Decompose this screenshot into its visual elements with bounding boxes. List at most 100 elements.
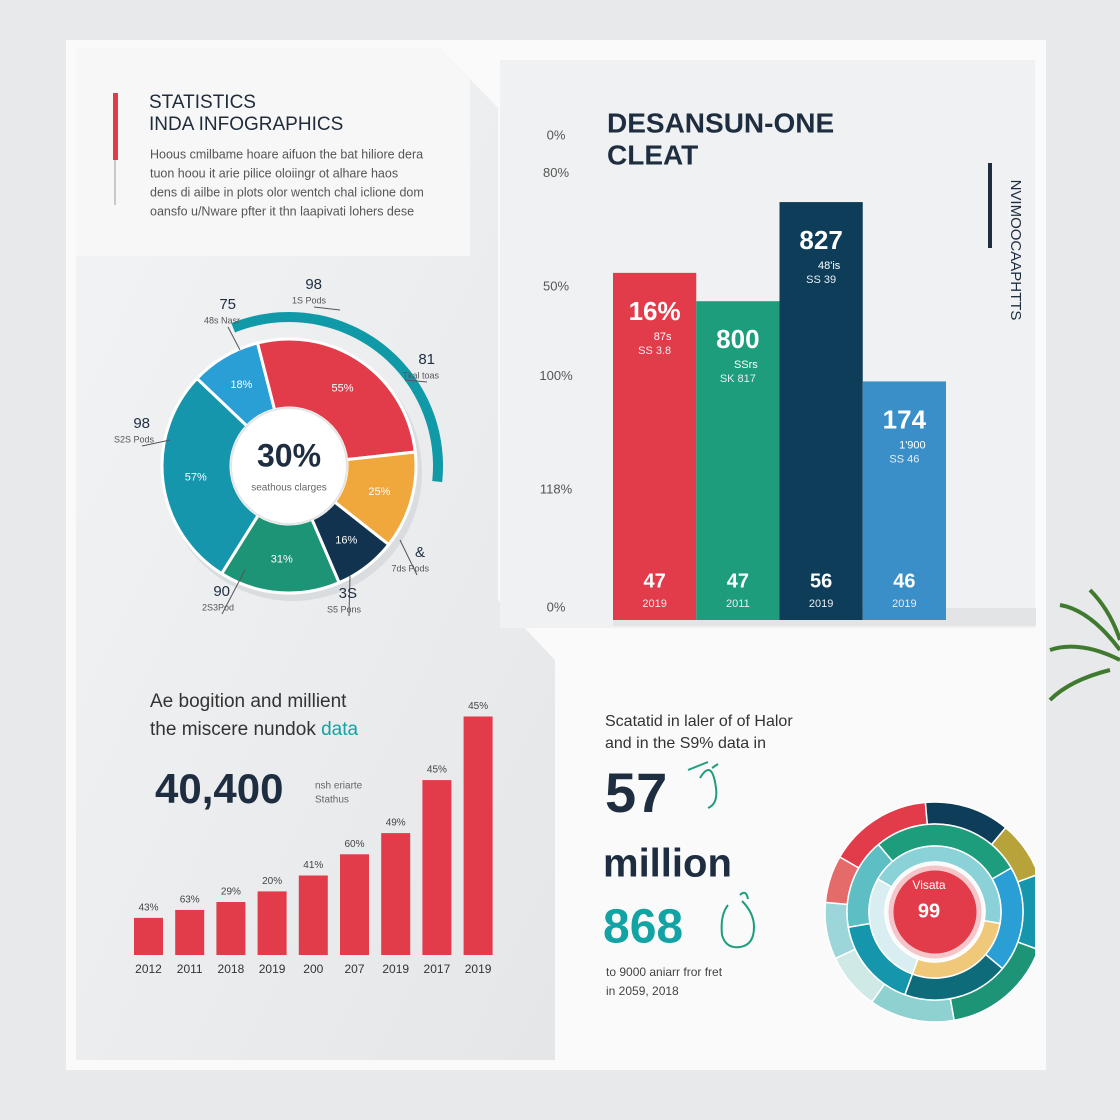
header-body: tuon hoou it arie pilice oloiingr ot alh… (150, 166, 398, 180)
callout-value: 98 (305, 276, 322, 293)
bar (696, 301, 780, 620)
y-tick-label: 100% (539, 368, 573, 383)
stat-number-2: 868 (603, 901, 683, 954)
text-line: the miscere nundok data (150, 719, 359, 740)
bar-top-label: 800 (716, 324, 759, 354)
sunburst: Visata 99 (824, 801, 1035, 1023)
bar-sub-label: 48'is (818, 260, 841, 272)
header-title: STATISTICS (149, 92, 256, 113)
header-panel (76, 48, 470, 256)
bar (862, 381, 946, 620)
bar (422, 780, 452, 955)
callout-value: 75 (219, 296, 236, 313)
bar-top-label: 174 (883, 404, 927, 434)
x-tick-label: 2011 (726, 598, 750, 610)
callout-line (227, 326, 241, 351)
bar-sub-label: 87s (654, 331, 672, 343)
bar-sub-label: SS 46 (889, 453, 919, 465)
callout-label: 2S3Pod (202, 602, 234, 612)
y-tick-label: 50% (543, 278, 569, 293)
callout-label: 1S Pods (292, 295, 327, 305)
chart-title: DESANSUN-ONE (607, 107, 834, 138)
callout-label: Tkal toas (402, 370, 439, 380)
stat-line: and in the S9% data in (605, 735, 766, 752)
bar-bottom-label: 46 (893, 570, 915, 592)
stat-unit: million (603, 842, 732, 886)
center-label: seathous clarges (251, 483, 327, 494)
x-tick-label: 2018 (218, 962, 245, 976)
ring-center (888, 865, 982, 959)
plant (1048, 588, 1120, 702)
bar-label: 43% (138, 903, 158, 914)
slice-label: 55% (331, 383, 353, 395)
text-part: the miscere nundok (150, 719, 316, 740)
callout-line (404, 379, 428, 383)
bar-top-label: 827 (799, 225, 842, 255)
slice-label: 16% (335, 534, 357, 546)
bar-label: 63% (180, 895, 200, 906)
ring-segment (868, 877, 919, 975)
bar-label: 20% (262, 876, 282, 887)
bar-sub-label: 1'900 (899, 439, 926, 451)
x-tick-label: 2011 (177, 962, 203, 976)
icon (687, 761, 719, 809)
stat-line: Scatatid in laler of of Halor (605, 713, 793, 730)
bar (134, 917, 163, 955)
x-tick-label: 207 (344, 962, 364, 976)
bar-label: 45% (468, 701, 488, 712)
callout-label: S2S Pods (114, 434, 155, 444)
y-tick-label: 0% (547, 127, 566, 142)
bar (779, 202, 863, 620)
side-label: NVIMOOCAAPHTTS (1007, 180, 1024, 321)
center-value: 30% (257, 437, 321, 473)
bar-top-label: 16% (629, 296, 681, 326)
bar (613, 272, 697, 620)
bar-label: 60% (344, 839, 364, 850)
callout-value: 81 (418, 351, 435, 368)
header-body: Hoous cmilbame hoare aifuon the bat hili… (150, 147, 423, 161)
x-tick-label: 200 (303, 962, 323, 976)
callout-label: 7ds Pods (391, 563, 429, 573)
ring-value: 99 (918, 900, 940, 922)
pie-center (230, 407, 348, 525)
stat-number: 57 (605, 761, 667, 824)
accent-bar (113, 93, 118, 160)
highlight: data (321, 719, 358, 740)
text-line: Ae bogition and millient (150, 691, 347, 712)
callout-line (313, 306, 341, 311)
header-body: dens di ailbe in plots olor wentch chal … (150, 185, 424, 199)
bar-bottom-label: 47 (644, 570, 666, 592)
x-tick-label: 2012 (135, 962, 162, 976)
bar-label: 45% (427, 765, 447, 776)
bar-sub-label: SSrs (734, 359, 758, 371)
callout-label: 48s Nasr (204, 315, 240, 325)
small-text: nsh eriarte (315, 781, 363, 792)
bar-sub-label: SS 39 (806, 274, 836, 286)
small-text: Stathus (315, 795, 349, 806)
big-number: 40,400 (155, 765, 283, 812)
callout-line (399, 539, 418, 576)
stat-footer: to 9000 aniarr fror fret (606, 965, 723, 979)
x-tick-label: 2017 (424, 962, 451, 976)
callout-line (141, 439, 171, 447)
y-tick-label: 118% (540, 481, 573, 496)
bar-label: 49% (386, 818, 406, 829)
slice-label: 18% (230, 379, 252, 391)
bar-bottom-label: 56 (810, 570, 832, 592)
outer-arc (231, 312, 443, 483)
x-tick-label: 2019 (809, 598, 833, 610)
bar (175, 909, 205, 955)
bar (216, 902, 246, 955)
callout-value: & (415, 544, 425, 561)
icon (720, 891, 756, 949)
y-tick-label: 0% (547, 599, 566, 614)
slice-label: 57% (185, 472, 207, 484)
bar (340, 854, 369, 955)
bar-label: 41% (303, 860, 323, 871)
bar (463, 716, 493, 955)
ring-label: Visata (912, 878, 945, 892)
slice-label: 25% (368, 486, 390, 498)
callout-value: 98 (133, 415, 150, 432)
slice-label: 31% (271, 554, 293, 566)
y-tick-label: 80% (543, 165, 569, 180)
